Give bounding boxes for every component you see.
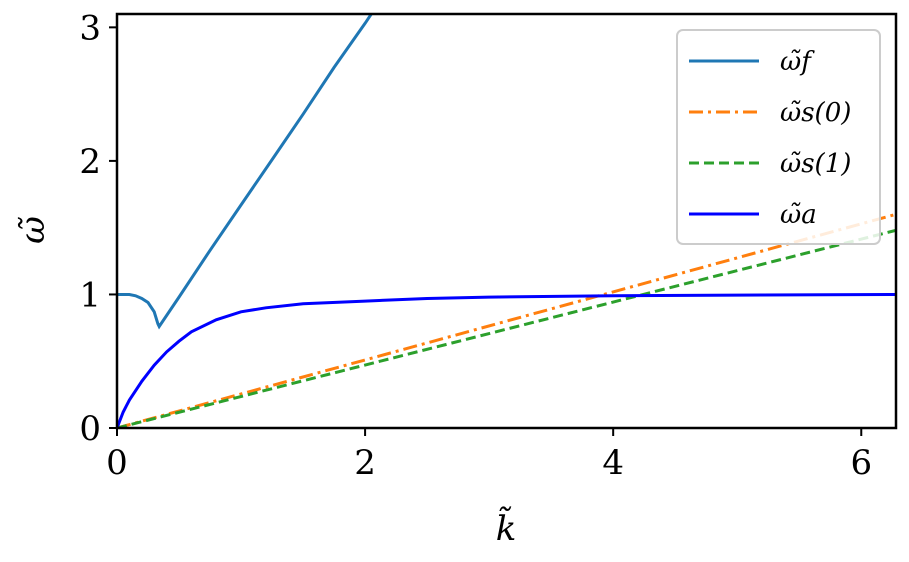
ticks-layer: 0 2 4 6 0 1 2 3 bbox=[79, 8, 872, 483]
series-line-1 bbox=[117, 14, 374, 330]
series-line-4 bbox=[117, 293, 896, 428]
x-tick-label: 2 bbox=[354, 443, 376, 483]
legend-items: ω̃f ω̃s(0) ω̃s(1) ω̃a bbox=[689, 47, 851, 230]
legend-label-1: ω̃f bbox=[780, 47, 815, 77]
legend: ω̃f ω̃s(0) ω̃s(1) ω̃a bbox=[676, 29, 881, 245]
y-axis-label: ω̃ bbox=[13, 216, 53, 244]
x-tick-label: 4 bbox=[602, 443, 624, 483]
x-tick-label: 6 bbox=[850, 443, 872, 483]
legend-label-2: ω̃s(0) bbox=[780, 98, 851, 128]
y-tick-label: 3 bbox=[79, 8, 101, 48]
x-axis-label: k̃ bbox=[496, 506, 517, 549]
series-layer bbox=[117, 14, 896, 428]
legend-box bbox=[676, 29, 881, 245]
series-line-2 bbox=[117, 212, 896, 428]
plot-frame bbox=[115, 12, 898, 430]
series-line-3 bbox=[117, 228, 896, 428]
y-tick-label: 1 bbox=[79, 275, 101, 315]
x-tick-label: 0 bbox=[106, 443, 128, 483]
y-tick-label: 0 bbox=[79, 409, 101, 449]
legend-label-4: ω̃a bbox=[780, 200, 817, 230]
legend-label-3: ω̃s(1) bbox=[780, 149, 851, 179]
y-tick-label: 2 bbox=[79, 142, 101, 182]
